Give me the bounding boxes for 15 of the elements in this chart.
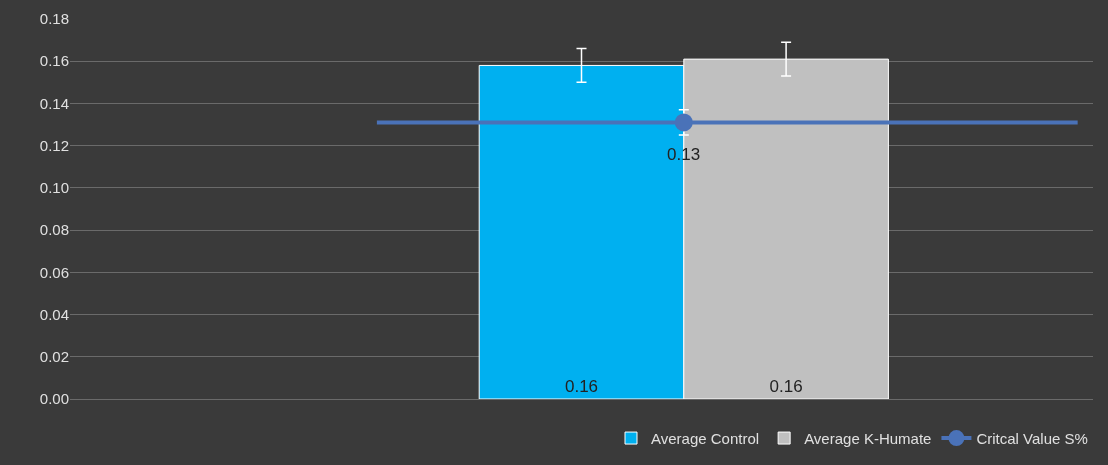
y-tick-label: 0.18 <box>39 10 69 28</box>
y-tick-label: 0.08 <box>39 221 69 239</box>
y-tick-label: 0.04 <box>39 305 69 323</box>
data-label: 0.16 <box>564 377 599 396</box>
y-tick-label: 0.16 <box>39 52 69 70</box>
y-tick-label: 0.14 <box>39 94 69 112</box>
y-tick-label: 0.00 <box>39 390 69 408</box>
y-tick-label: 0.12 <box>39 136 69 154</box>
legend-label: Critcal Value S% <box>976 429 1088 447</box>
data-label: 0.16 <box>769 377 803 396</box>
y-tick-label: 0.02 <box>39 348 69 366</box>
legend-label: Average K-Humate <box>804 429 932 447</box>
y-tick-label: 0.06 <box>39 263 69 281</box>
y-tick-label: 0.10 <box>39 179 69 197</box>
legend-label: Average Control <box>651 429 760 447</box>
